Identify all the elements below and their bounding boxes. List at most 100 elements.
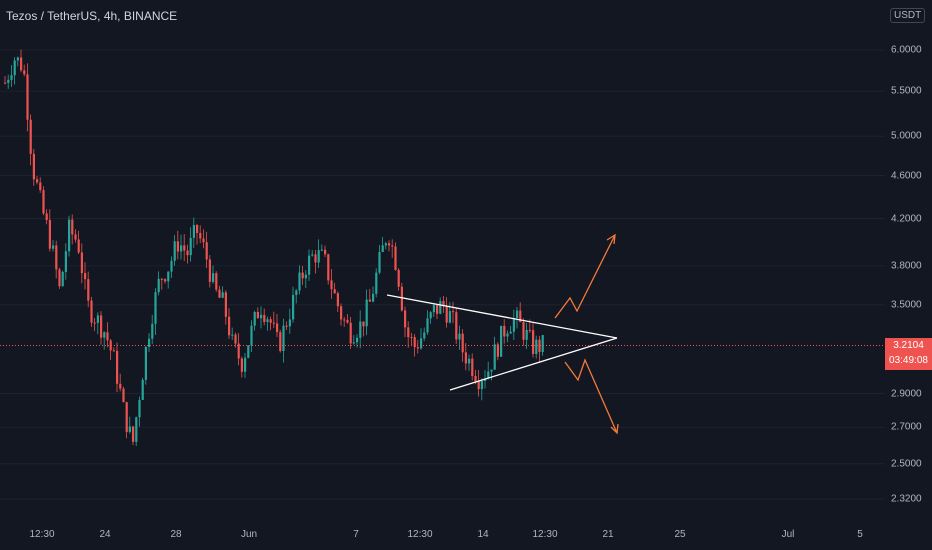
candle-body [445, 306, 448, 323]
price-tick-8: 2.7000 [891, 421, 922, 433]
candle-body [71, 219, 74, 235]
projection-arrows [554, 233, 619, 435]
candle-body [327, 254, 330, 281]
candle-body [39, 182, 42, 191]
candle-body [87, 279, 90, 301]
price-axis[interactable]: 6.0000 5.5000 5.0000 4.6000 4.2000 3.8000 3.50… [885, 0, 932, 550]
candle-body [109, 340, 112, 351]
candle-body [16, 57, 19, 61]
candle-body [45, 213, 48, 221]
price-tick-3: 4.6000 [891, 170, 922, 182]
candle-body [180, 245, 183, 252]
candle-body [535, 339, 538, 354]
candle-body [368, 299, 371, 302]
candle-body [13, 60, 16, 76]
candle-body [538, 339, 541, 353]
candle-body [311, 254, 314, 256]
candle-body [42, 190, 45, 214]
candle-body [151, 323, 154, 339]
candle-body [279, 332, 282, 351]
candle-body [157, 278, 160, 293]
candle-body [477, 381, 480, 390]
candle-body [541, 335, 544, 353]
time-tick-11: 5 [857, 529, 863, 540]
time-tick-3: Jun [240, 529, 258, 540]
candle-body [317, 250, 320, 263]
candle-body [324, 249, 327, 255]
candle-body [455, 312, 458, 340]
candle-body [183, 245, 186, 251]
currency-label[interactable]: USDT [890, 8, 926, 23]
candle-body [23, 70, 26, 75]
time-tick-2: 28 [170, 529, 182, 540]
candle-body [160, 278, 163, 280]
candle-body [356, 337, 359, 343]
last-price-value: 3.2104 [893, 339, 924, 351]
candle-body [141, 379, 144, 400]
candle-body [176, 241, 179, 252]
candle-body [199, 232, 202, 239]
candle-body [359, 321, 362, 338]
candle-body [304, 274, 307, 279]
candle-body [388, 243, 391, 246]
candle-body [96, 315, 99, 323]
candle-body [112, 350, 115, 352]
candle-body [413, 337, 416, 348]
candle-body [276, 323, 279, 333]
candle-body [29, 119, 32, 154]
candle-body [205, 242, 208, 260]
candle-body [340, 306, 343, 320]
candle-body [391, 245, 394, 247]
candle-body [231, 334, 234, 336]
candle-body [506, 333, 509, 337]
candle-body [218, 289, 221, 298]
price-tick-6: 3.5000 [891, 299, 922, 311]
price-tick-1: 5.5000 [891, 85, 922, 97]
last-price-badge: 3.2104 03:49:08 [885, 337, 932, 370]
candle-body [426, 318, 429, 333]
time-tick-9: 25 [674, 529, 686, 540]
time-axis[interactable]: 12:30 24 28 Jun 7 12:30 14 12:30 21 25 Jul 5 [0, 521, 885, 550]
candle-body [496, 344, 499, 357]
candle-body [4, 82, 7, 84]
time-tick-5: 12:30 [407, 529, 433, 540]
candle-body [378, 252, 381, 273]
candle-body [148, 338, 151, 347]
gridlines [0, 49, 885, 500]
candle-body [208, 259, 211, 282]
candle-body [61, 271, 64, 287]
candle-body [516, 310, 519, 319]
candle-body [154, 292, 157, 324]
candle-body [439, 301, 442, 314]
candle-body [36, 179, 39, 183]
candle-body [189, 237, 192, 256]
candle-body [333, 289, 336, 294]
candle-body [263, 314, 266, 323]
candle-body [423, 332, 426, 339]
triangle-pattern [386, 294, 618, 391]
candle-body [352, 342, 355, 344]
candle-body [80, 252, 83, 274]
candle-body [26, 74, 29, 120]
candle-body [256, 312, 259, 319]
time-tick-4: 7 [353, 529, 359, 540]
candle-body [522, 322, 525, 340]
price-tick-10: 2.3200 [891, 493, 922, 505]
candle-body [464, 352, 467, 364]
candle-body [416, 347, 419, 349]
candle-body [292, 295, 295, 320]
chart-title: Tezos / TetherUS, 4h, BINANCE [6, 9, 178, 23]
candle-body [170, 260, 173, 272]
candle-body [532, 330, 535, 354]
price-chart[interactable] [0, 0, 885, 521]
candle-body [404, 310, 407, 328]
candles [4, 49, 544, 447]
candle-body [10, 75, 13, 80]
candle-body [429, 312, 432, 319]
candle-body [173, 241, 176, 261]
candle-body [125, 402, 128, 432]
candle-body [144, 346, 147, 380]
candle-body [490, 369, 493, 372]
candle-body [394, 246, 397, 270]
time-tick-7: 12:30 [532, 529, 558, 540]
